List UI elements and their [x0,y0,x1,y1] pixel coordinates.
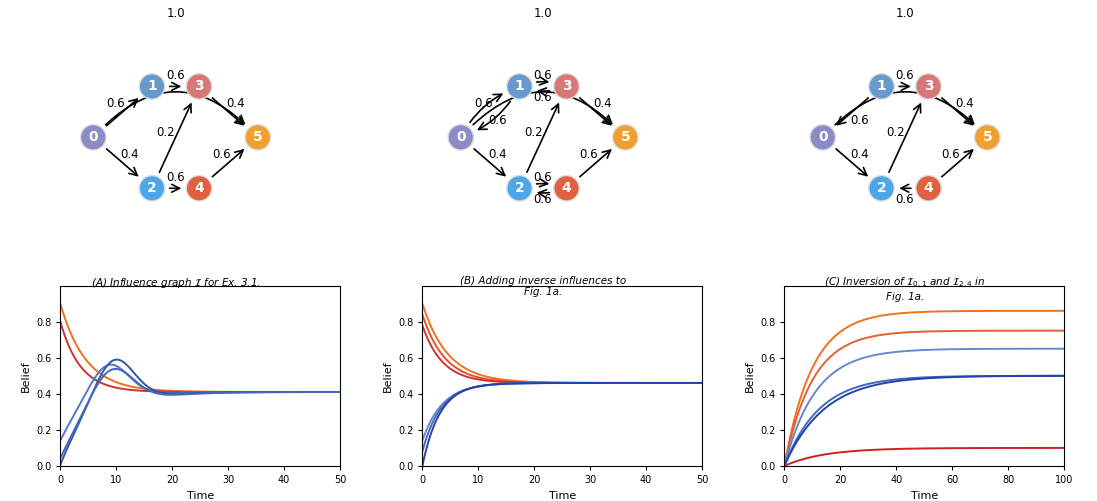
Text: 5: 5 [983,130,992,144]
Circle shape [554,175,579,201]
Text: 2: 2 [147,181,157,195]
Text: (B) Adding inverse influences to
Fig. 1a.: (B) Adding inverse influences to Fig. 1a… [460,276,626,297]
Circle shape [810,125,836,150]
Text: 0.4: 0.4 [955,97,974,110]
Text: 3: 3 [562,80,572,93]
Text: 2: 2 [877,181,886,195]
Y-axis label: Belief: Belief [745,360,755,392]
Text: 0.6: 0.6 [212,148,230,161]
Text: 0.4: 0.4 [593,97,612,110]
Text: 4: 4 [194,181,204,195]
Text: 0.4: 0.4 [488,148,507,161]
Text: 0.4: 0.4 [121,148,139,161]
Text: 0.6: 0.6 [579,148,598,161]
Text: 2: 2 [514,181,524,195]
Text: 0.2: 0.2 [886,126,905,139]
Circle shape [186,74,212,99]
X-axis label: Time: Time [548,490,576,500]
Text: 0.6: 0.6 [167,69,184,82]
Text: 0.2: 0.2 [157,126,176,139]
Y-axis label: Belief: Belief [21,360,31,392]
Text: 0: 0 [89,130,98,144]
Circle shape [245,125,271,150]
Text: 3: 3 [924,80,934,93]
Text: 4: 4 [562,181,572,195]
Text: 4: 4 [924,181,934,195]
Circle shape [80,125,106,150]
Text: 0.6: 0.6 [534,69,552,82]
Circle shape [916,74,941,99]
Text: 1: 1 [147,80,157,93]
Circle shape [916,175,941,201]
Circle shape [139,175,165,201]
Text: 3: 3 [194,80,204,93]
X-axis label: Time: Time [186,490,214,500]
Text: 0.6: 0.6 [534,171,552,184]
Circle shape [974,125,1000,150]
Circle shape [139,74,165,99]
Y-axis label: Belief: Belief [383,360,393,392]
Text: 1: 1 [514,80,524,93]
X-axis label: Time: Time [911,490,938,500]
Text: 0.6: 0.6 [534,192,552,205]
Text: 1.0: 1.0 [167,7,184,20]
Text: 0: 0 [456,130,465,144]
Text: 5: 5 [621,130,630,144]
Circle shape [507,74,532,99]
Text: 1.0: 1.0 [896,7,914,20]
Circle shape [448,125,474,150]
Text: 0.6: 0.6 [896,69,914,82]
Text: 0.6: 0.6 [896,192,914,205]
Text: (A) Influence graph $\mathcal{I}$ for Ex. 3.1.: (A) Influence graph $\mathcal{I}$ for Ex… [91,276,260,290]
Circle shape [869,74,894,99]
Text: 0.4: 0.4 [226,97,245,110]
Text: 0.6: 0.6 [488,114,507,127]
Text: 5: 5 [253,130,262,144]
Circle shape [186,175,212,201]
Text: 1.0: 1.0 [534,7,552,20]
Text: 0.6: 0.6 [167,171,184,184]
Text: 0.6: 0.6 [106,97,125,110]
Circle shape [612,125,638,150]
Text: 0.6: 0.6 [534,91,552,104]
Circle shape [507,175,532,201]
Text: 1: 1 [877,80,886,93]
Text: (C) Inversion of $\mathcal{I}_{0,1}$ and $\mathcal{I}_{2,4}$ in
Fig. 1a.: (C) Inversion of $\mathcal{I}_{0,1}$ and… [824,276,986,302]
Text: 0.6: 0.6 [474,97,493,110]
Circle shape [554,74,579,99]
Text: 0: 0 [818,130,827,144]
Text: 0.6: 0.6 [850,114,869,127]
Text: 0.4: 0.4 [850,148,869,161]
Text: 0.6: 0.6 [941,148,960,161]
Circle shape [869,175,894,201]
Text: 0.2: 0.2 [524,126,543,139]
